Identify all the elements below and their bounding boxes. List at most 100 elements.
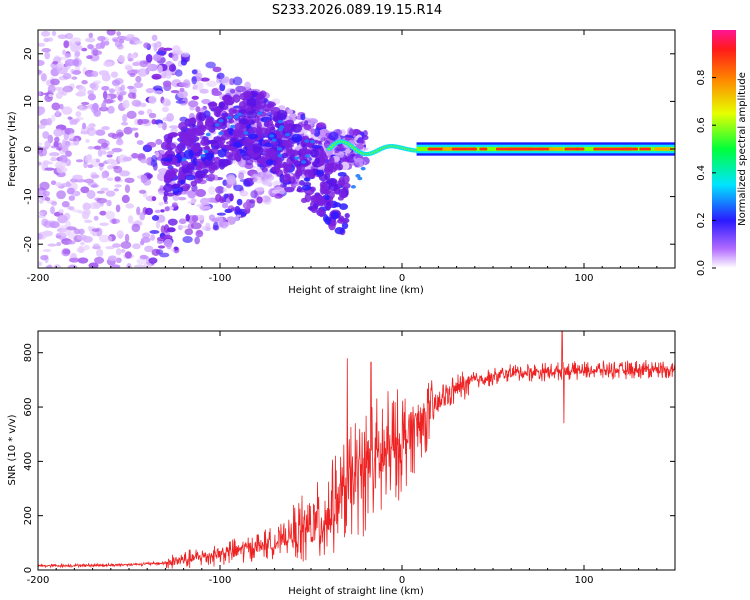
spectrogram-blob — [154, 151, 160, 158]
spectrogram-blob — [42, 131, 50, 139]
spectrogram-blob — [229, 193, 234, 202]
spectrogram-blob — [233, 184, 244, 192]
spectrogram-blob — [120, 249, 126, 253]
spectrogram-blob — [125, 65, 133, 71]
spectrogram-blob — [114, 184, 122, 188]
spectrogram-blob — [217, 148, 227, 158]
spectrogram-blob — [204, 117, 214, 128]
spectrogram-blob — [91, 174, 100, 179]
spectrogram-blob — [174, 49, 184, 54]
spectrogram-blob — [122, 156, 132, 162]
spectrogram-blob — [132, 243, 141, 250]
spectrogram-blob — [105, 190, 116, 197]
spectrogram-blob — [310, 128, 316, 135]
spectrogram-blob — [185, 214, 190, 222]
spectrogram-blob — [61, 91, 68, 96]
spectrogram-blob — [360, 166, 366, 171]
spectrogram-blob — [338, 176, 345, 186]
spectrogram-blob — [181, 52, 190, 58]
spectrogram-blob — [232, 128, 242, 138]
spectrogram-blob — [152, 53, 162, 62]
spectrogram-blob — [208, 186, 216, 195]
spectrogram-blob — [266, 126, 273, 133]
ytick-label: -10 — [23, 188, 34, 204]
spectrogram-blob — [313, 127, 321, 137]
spectrogram-blob — [132, 61, 140, 67]
spectrogram-blob — [86, 190, 96, 199]
spectrogram-blob — [161, 106, 170, 113]
spectrogram-blob — [126, 34, 135, 39]
spectrogram-blob — [98, 234, 110, 243]
spectrogram-blob — [167, 218, 178, 226]
spectrogram-blob — [265, 159, 274, 166]
spectrogram-blob — [88, 32, 94, 39]
spectrogram-blob — [48, 93, 53, 98]
spectrogram-blob — [89, 54, 100, 62]
spectrogram-blob — [101, 142, 109, 148]
spectrogram-blob — [154, 209, 161, 214]
spectrogram-blob — [81, 47, 88, 52]
spectrogram-blob — [96, 248, 104, 258]
spectrogram-blob — [82, 202, 91, 211]
spectrogram-blob — [200, 206, 212, 210]
spectrogram-blob — [65, 226, 77, 231]
spectrogram-blob — [108, 88, 116, 94]
xtick-label: 100 — [574, 273, 593, 284]
spectrogram-blob — [99, 210, 107, 216]
spectrogram-blob — [180, 58, 188, 66]
spectrogram-blob — [344, 213, 350, 219]
spectrogram-blob — [276, 147, 282, 151]
spectrogram-blob — [191, 69, 198, 75]
spectrogram-blob — [134, 40, 143, 45]
spectrogram-blob — [46, 117, 53, 126]
spectrogram-blob — [81, 79, 88, 85]
spectrogram-blob — [245, 158, 254, 166]
spectrogram-blob — [116, 230, 124, 239]
spectrogram-blob — [179, 87, 185, 92]
spectrogram-blob — [57, 34, 68, 40]
spectrogram-blob — [341, 222, 349, 230]
spectrogram-blob — [62, 72, 72, 80]
spectrogram-blob — [119, 170, 131, 177]
spectrogram-blob — [103, 98, 114, 104]
spectrogram-blob — [76, 234, 88, 241]
spectrogram-blob — [182, 236, 193, 244]
snr-xlabel: Height of straight line (km) — [288, 586, 424, 597]
spectrogram-blob — [219, 159, 225, 166]
colorbar-tick-label: 0.8 — [696, 70, 707, 86]
spectrogram-blob — [85, 139, 90, 143]
spectrogram-blob — [129, 73, 136, 78]
spectrogram-blob — [195, 189, 207, 198]
spectrogram-blob — [263, 181, 274, 187]
spectrogram-blob — [38, 124, 46, 129]
spectrogram-blob — [61, 144, 69, 153]
spectrogram-blob — [124, 37, 132, 41]
colorbar-tick-label: 0.6 — [696, 117, 707, 133]
spectrogram-blob — [172, 53, 179, 62]
spectrogram-blob — [110, 71, 119, 78]
spectrogram-blob — [88, 262, 99, 268]
spectrogram-blob — [67, 264, 78, 268]
spectrogram-blob — [58, 225, 68, 229]
ytick-label: 400 — [23, 452, 34, 471]
spectrogram-blob — [102, 90, 108, 100]
spectrogram-blob — [96, 190, 105, 194]
spectrogram-blob — [171, 157, 178, 166]
spectrogram-blob — [53, 264, 62, 268]
spectrogram-blob — [78, 246, 85, 254]
spectrogram-blob — [56, 62, 64, 69]
spectrogram-blob — [192, 127, 202, 133]
spectrogram-blob — [58, 208, 64, 214]
spectrogram-blob — [235, 211, 244, 215]
snr-panel: -200 -100 0 100 0 200 400 600 800 Height of stra… — [7, 330, 676, 597]
spectrogram-blob — [226, 175, 237, 185]
spectrogram-blob — [146, 62, 152, 72]
spectrogram-blob — [41, 30, 51, 37]
spectrogram-blob — [311, 144, 322, 149]
spectrogram-blob — [61, 201, 70, 208]
spectrogram-blob — [137, 68, 148, 77]
spectrogram-blob — [54, 136, 60, 143]
chart-title: S233.2026.089.19.15.R14 — [272, 3, 442, 18]
